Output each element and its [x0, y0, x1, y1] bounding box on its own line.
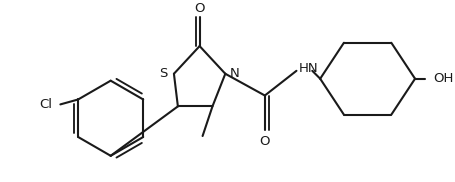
Text: OH: OH — [432, 72, 452, 85]
Text: O: O — [259, 135, 269, 149]
Text: HN: HN — [298, 62, 318, 75]
Text: N: N — [229, 67, 238, 80]
Text: Cl: Cl — [40, 98, 52, 111]
Text: O: O — [194, 2, 204, 15]
Text: S: S — [158, 67, 167, 80]
